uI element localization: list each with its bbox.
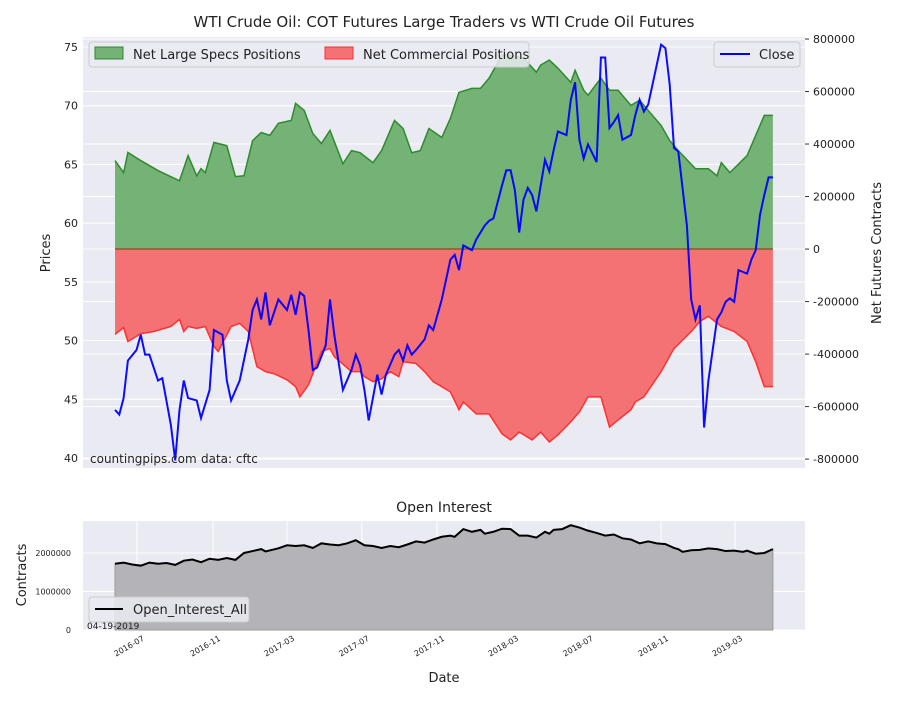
oi-y-axis-label: Contracts <box>15 543 30 606</box>
annotation-source: countingpips.com <box>90 452 197 466</box>
y-tick-label: 50 <box>64 335 78 348</box>
legend-swatch-commercial <box>324 46 354 60</box>
y-tick-label: 75 <box>64 41 78 54</box>
y2-tick-label: -400000 <box>813 348 859 361</box>
oi-chart-title: Open Interest <box>396 500 492 516</box>
legend-label-commercial: Net Commercial Positions <box>363 48 529 63</box>
area-1 <box>115 249 773 443</box>
area-line-0 <box>114 54 773 182</box>
y2-tick-label: 800000 <box>813 33 855 46</box>
legend-open-interest: Open_Interest_All <box>88 596 250 623</box>
y2-axis-label: Net Futures Contracts <box>870 182 885 324</box>
x-tick-label: 2019-03 <box>711 634 744 659</box>
x-tick-label: 2017-11 <box>413 634 446 659</box>
legend-swatch-specs <box>94 46 124 60</box>
x-tick-label: 2017-03 <box>263 634 296 659</box>
y2-tick-label: 400000 <box>813 138 855 151</box>
main-chart-title: WTI Crude Oil: COT Futures Large Traders… <box>194 13 695 31</box>
y2-tick-label: 200000 <box>813 191 855 204</box>
y-tick-label: 55 <box>64 276 78 289</box>
main-lines <box>114 42 773 461</box>
open-interest-line <box>114 524 774 567</box>
x-tick-label: 2017-07 <box>337 634 370 659</box>
y2-tick-label: 0 <box>813 243 820 256</box>
oi-y-tick-label: 1000000 <box>35 587 71 596</box>
x-tick-label: 2016-07 <box>112 634 145 659</box>
y-tick-label: 40 <box>64 452 78 465</box>
y2-tick-label: -200000 <box>813 296 859 309</box>
legend-label-specs: Net Large Specs Positions <box>133 48 301 63</box>
x-tick-label: 2018-07 <box>561 634 594 659</box>
y-tick-label: 70 <box>64 100 78 113</box>
oi-y-tick-label: 0 <box>66 626 71 635</box>
oi-y-tick-label: 2000000 <box>35 549 71 558</box>
legend-label-oi: Open_Interest_All <box>133 603 247 618</box>
close-price-line <box>114 42 773 461</box>
x-tick-label: 2016-11 <box>189 634 222 659</box>
x-tick-label: 2018-11 <box>637 634 670 659</box>
y-tick-label: 60 <box>64 217 78 230</box>
y-tick-label: 65 <box>64 158 78 171</box>
y-tick-label: 45 <box>64 393 78 406</box>
y2-tick-label: -600000 <box>813 401 859 414</box>
y2-tick-label: -800000 <box>813 453 859 466</box>
legend-close: Close <box>713 41 801 68</box>
oi-area <box>114 524 774 631</box>
oi-x-axis-label: Date <box>428 671 459 686</box>
area-line-1 <box>114 315 773 444</box>
y2-tick-label: 600000 <box>813 86 855 99</box>
annotation-data: data: cftc <box>201 452 258 466</box>
legend-label-close: Close <box>759 48 794 63</box>
y-axis-label-prices: Prices <box>39 234 54 273</box>
main-axis-ticks: 40 45 50 55 60 65 70 75 -800000 -600000 -400000 -20… <box>64 33 859 466</box>
annotation-date: 04-19-2019 <box>87 622 140 632</box>
legend-positions: Net Large Specs Positions Net Commercial… <box>88 41 530 68</box>
x-tick-label: 2018-03 <box>487 634 520 659</box>
